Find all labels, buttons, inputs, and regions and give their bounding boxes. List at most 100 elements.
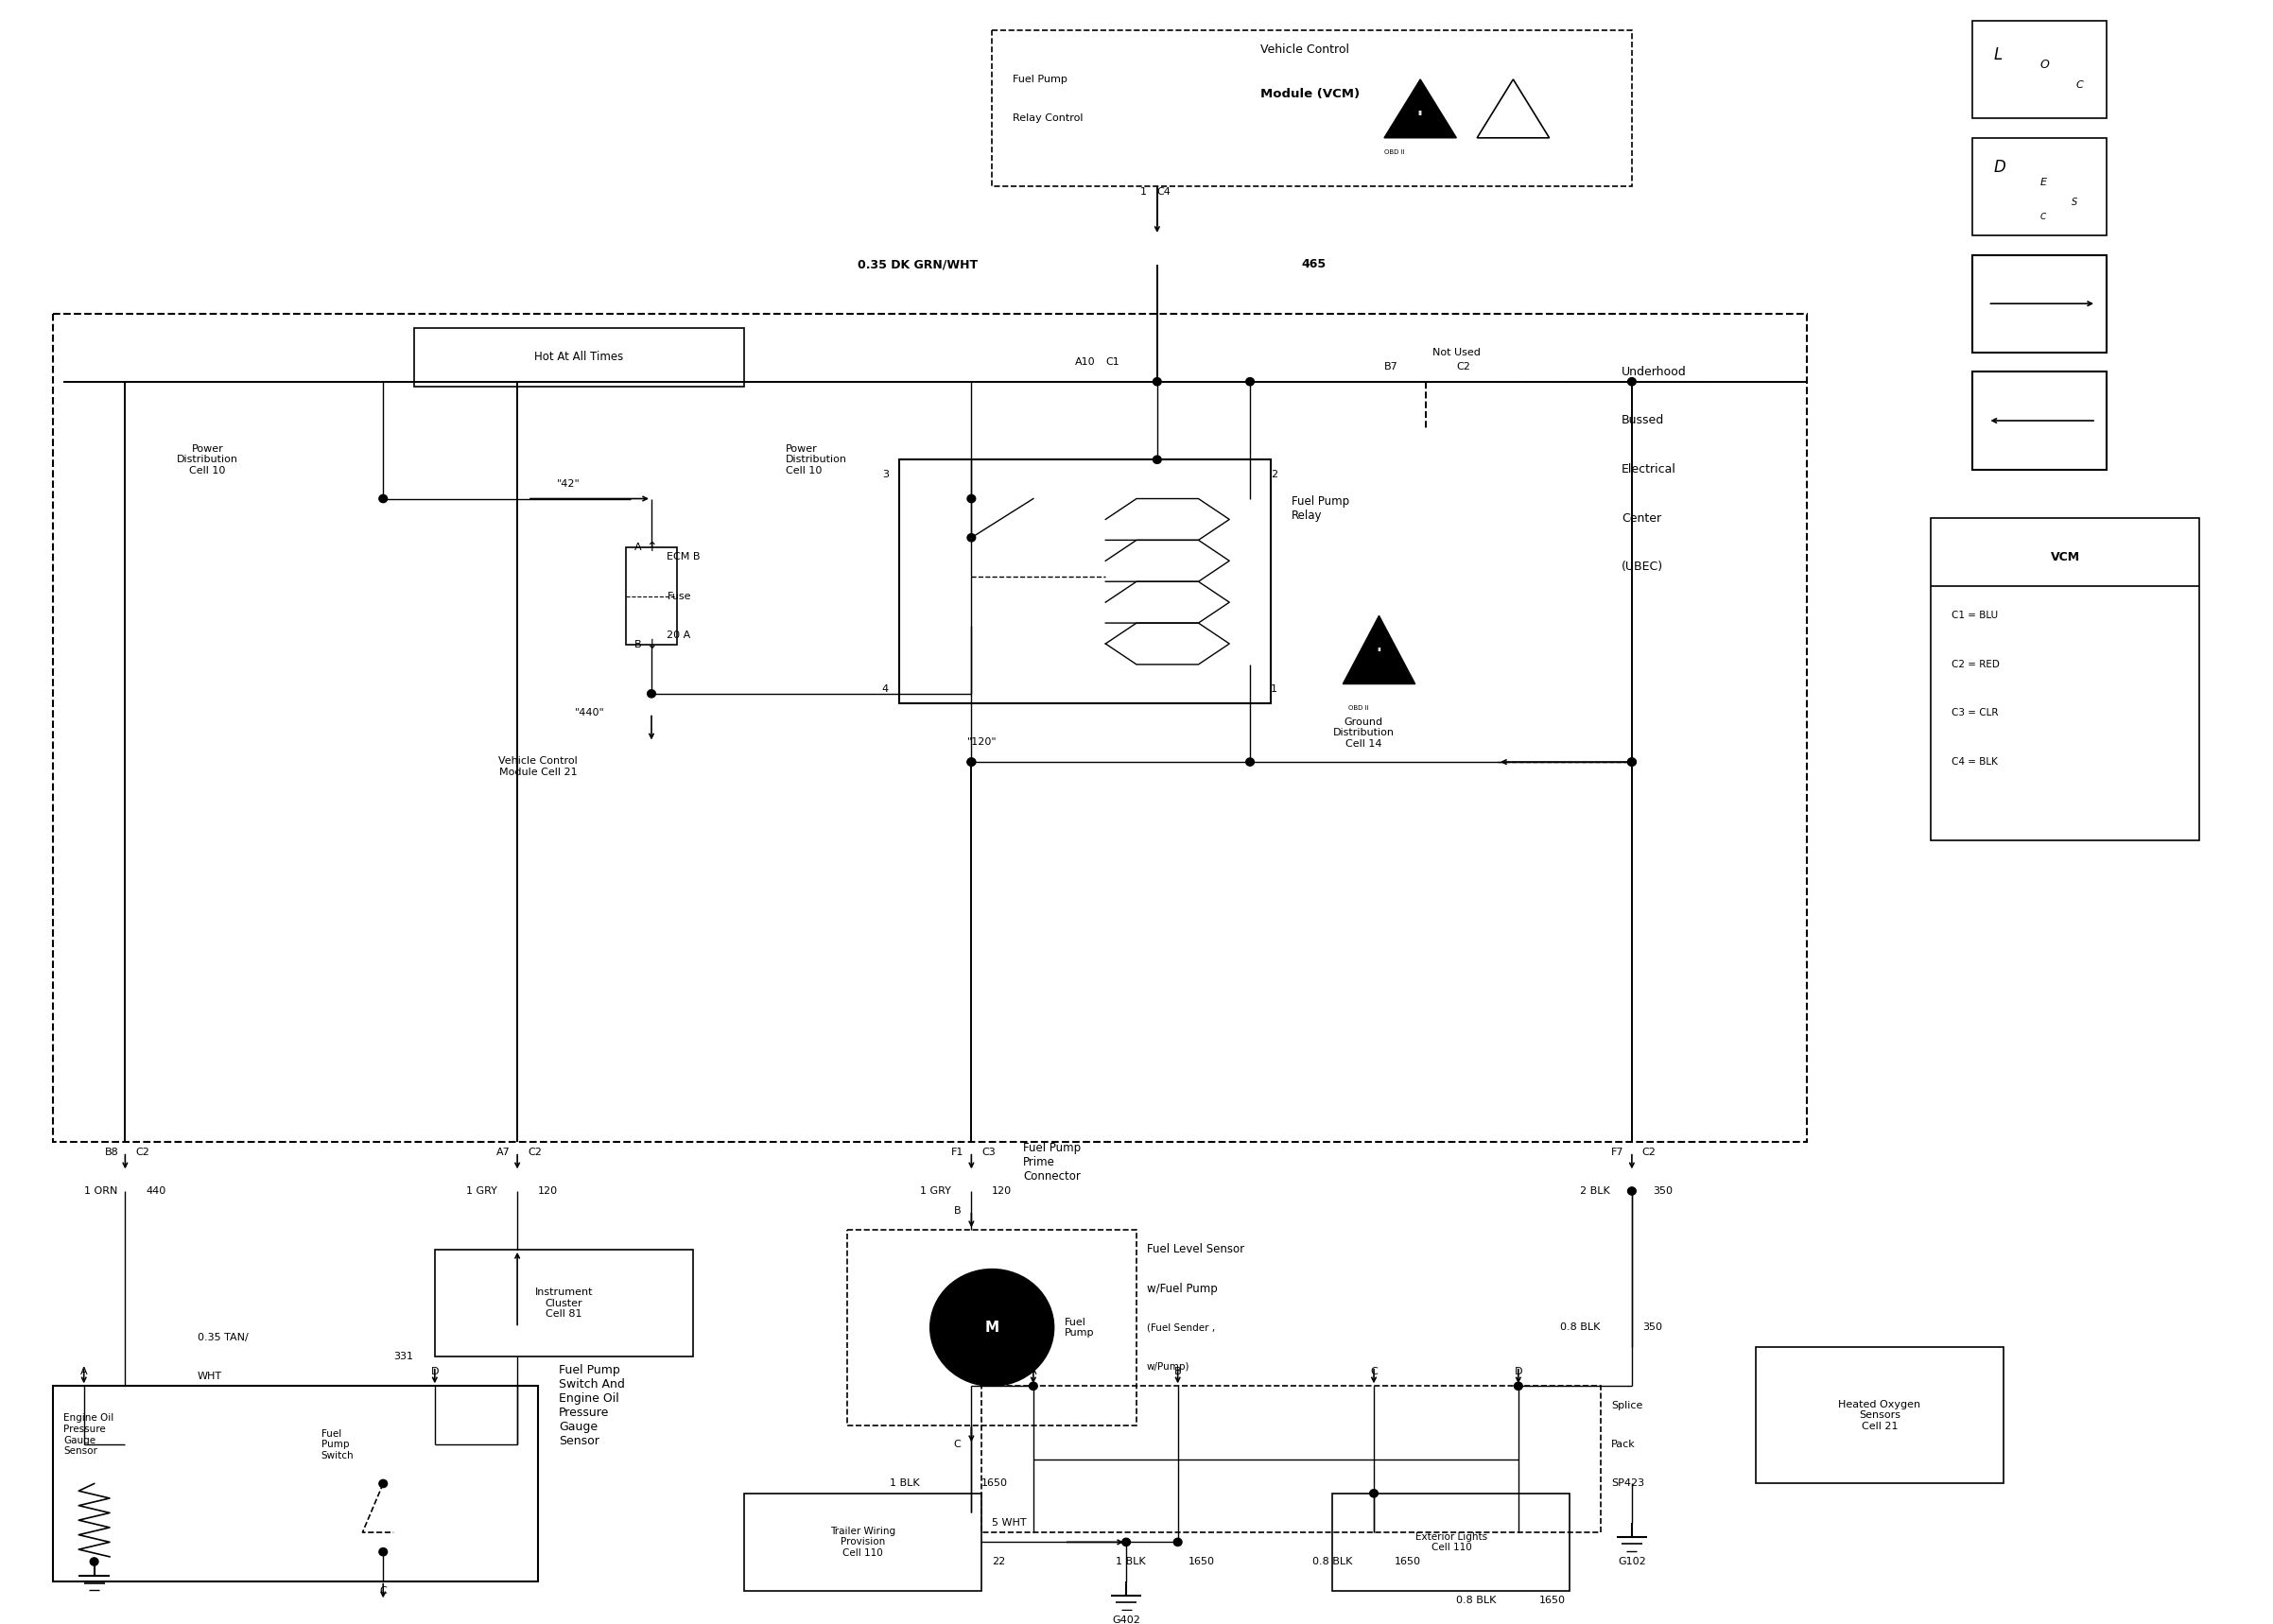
Text: G402: G402 [1111, 1616, 1141, 1624]
Text: 2: 2 [1271, 469, 1277, 479]
Text: Underhood: Underhood [1621, 365, 1687, 378]
Text: Fuel Pump
Prime
Connector: Fuel Pump Prime Connector [1023, 1142, 1080, 1182]
Circle shape [380, 1548, 386, 1556]
Text: 0.35 DK GRN/WHT: 0.35 DK GRN/WHT [857, 258, 977, 271]
Text: 0.8 BLK: 0.8 BLK [1457, 1596, 1496, 1606]
Text: 3: 3 [882, 469, 889, 479]
Text: ↓: ↓ [646, 638, 657, 651]
Text: Splice: Splice [1612, 1402, 1643, 1410]
Text: Fuel
Pump
Switch: Fuel Pump Switch [320, 1429, 355, 1460]
Text: WHT: WHT [198, 1372, 223, 1380]
Text: $C$: $C$ [2075, 78, 2084, 89]
Text: Trailer Wiring
Provision
Cell 110: Trailer Wiring Provision Cell 110 [830, 1527, 896, 1557]
Text: $S$: $S$ [2071, 195, 2078, 206]
Text: Bussed: Bussed [1621, 414, 1664, 427]
Text: 1: 1 [1141, 187, 1148, 197]
Circle shape [1371, 1489, 1377, 1497]
Text: Fuel Pump: Fuel Pump [1014, 75, 1068, 84]
Text: Engine Oil
Pressure
Gauge
Sensor: Engine Oil Pressure Gauge Sensor [64, 1413, 114, 1457]
Polygon shape [1343, 615, 1416, 684]
Circle shape [968, 495, 975, 502]
Text: $L$: $L$ [1993, 47, 2003, 63]
Text: M: M [984, 1320, 1000, 1335]
Bar [625, 547, 677, 645]
Text: Relay Control: Relay Control [1014, 114, 1084, 123]
Bar [1332, 1494, 1571, 1592]
Text: Power
Distribution
Cell 10: Power Distribution Cell 10 [786, 443, 848, 476]
Text: $O$: $O$ [2039, 58, 2050, 71]
Text: C2: C2 [1641, 1147, 1657, 1156]
Text: 1 GRY: 1 GRY [466, 1186, 498, 1195]
Text: VCM: VCM [2050, 551, 2080, 564]
Text: 440: 440 [145, 1186, 166, 1195]
Text: A: A [1030, 1367, 1036, 1376]
Text: Module (VCM): Module (VCM) [1259, 88, 1359, 101]
Text: 20 A: 20 A [666, 630, 691, 640]
Text: Not Used: Not Used [1432, 348, 1480, 357]
Circle shape [930, 1268, 1055, 1387]
Text: OBD II: OBD II [1384, 149, 1405, 156]
Text: B8: B8 [105, 1147, 118, 1156]
Text: $E$: $E$ [2039, 175, 2048, 187]
Text: 1 BLK: 1 BLK [891, 1479, 921, 1488]
Text: 4: 4 [882, 684, 889, 693]
Text: A: A [634, 542, 641, 552]
Circle shape [1514, 1382, 1523, 1390]
Text: B: B [1175, 1367, 1182, 1376]
Bar [434, 1249, 693, 1356]
Text: Fuel Level Sensor: Fuel Level Sensor [1148, 1244, 1243, 1255]
Text: C4 = BLK: C4 = BLK [1953, 757, 1998, 767]
Text: 1650: 1650 [982, 1479, 1009, 1488]
Text: Exterior Lights
Cell 110: Exterior Lights Cell 110 [1416, 1531, 1487, 1553]
Circle shape [1246, 378, 1255, 385]
Text: ECM B: ECM B [666, 552, 700, 562]
Text: Hot At All Times: Hot At All Times [534, 351, 623, 364]
Text: ↑: ↑ [646, 541, 657, 554]
Text: 1650: 1650 [1396, 1557, 1421, 1567]
Text: Pack: Pack [1612, 1440, 1637, 1449]
Text: 1 ORN: 1 ORN [84, 1186, 118, 1195]
Text: "42": "42" [557, 479, 580, 489]
Bar [414, 328, 743, 387]
Circle shape [91, 1557, 98, 1566]
Text: C: C [380, 1587, 386, 1596]
Circle shape [1627, 758, 1637, 767]
Bar [1973, 138, 2107, 235]
Circle shape [1152, 378, 1162, 385]
Text: Instrument
Cluster
Cell 81: Instrument Cluster Cell 81 [534, 1288, 593, 1319]
Text: C2: C2 [527, 1147, 541, 1156]
Text: Vehicle Control: Vehicle Control [1259, 44, 1350, 57]
Text: 465: 465 [1302, 258, 1327, 271]
Text: Electrical: Electrical [1621, 463, 1675, 476]
Bar [900, 460, 1271, 703]
Circle shape [968, 758, 975, 767]
Text: F7: F7 [1612, 1147, 1623, 1156]
Bar [1932, 518, 2200, 840]
Text: Fuel Pump
Relay: Fuel Pump Relay [1291, 495, 1350, 521]
Circle shape [1152, 456, 1162, 463]
Text: G102: G102 [1618, 1557, 1646, 1567]
Text: 5 WHT: 5 WHT [991, 1518, 1027, 1527]
Text: 1 BLK: 1 BLK [1116, 1557, 1146, 1567]
Text: "440": "440" [575, 708, 605, 718]
Text: Fuse: Fuse [666, 591, 691, 601]
Text: D: D [1514, 1367, 1523, 1376]
Text: II: II [1377, 648, 1382, 653]
Text: C2 = RED: C2 = RED [1953, 659, 2000, 669]
Circle shape [1246, 758, 1255, 767]
Bar [743, 1494, 982, 1592]
Text: B7: B7 [1384, 362, 1398, 372]
Text: Ground
Distribution
Cell 14: Ground Distribution Cell 14 [1332, 718, 1393, 749]
Text: 0.8 BLK: 0.8 BLK [1312, 1557, 1352, 1567]
Bar [1973, 21, 2107, 119]
Text: Center: Center [1621, 512, 1662, 525]
Circle shape [1030, 1382, 1036, 1390]
Circle shape [380, 495, 386, 502]
Text: 120: 120 [991, 1186, 1011, 1195]
Text: SP423: SP423 [1612, 1479, 1643, 1488]
Text: A7: A7 [498, 1147, 511, 1156]
Circle shape [648, 690, 655, 698]
Text: C4: C4 [1157, 187, 1171, 197]
Text: 350: 350 [1641, 1324, 1662, 1332]
Text: Fuel Pump
Switch And
Engine Oil
Pressure
Gauge
Sensor: Fuel Pump Switch And Engine Oil Pressure… [559, 1364, 625, 1447]
